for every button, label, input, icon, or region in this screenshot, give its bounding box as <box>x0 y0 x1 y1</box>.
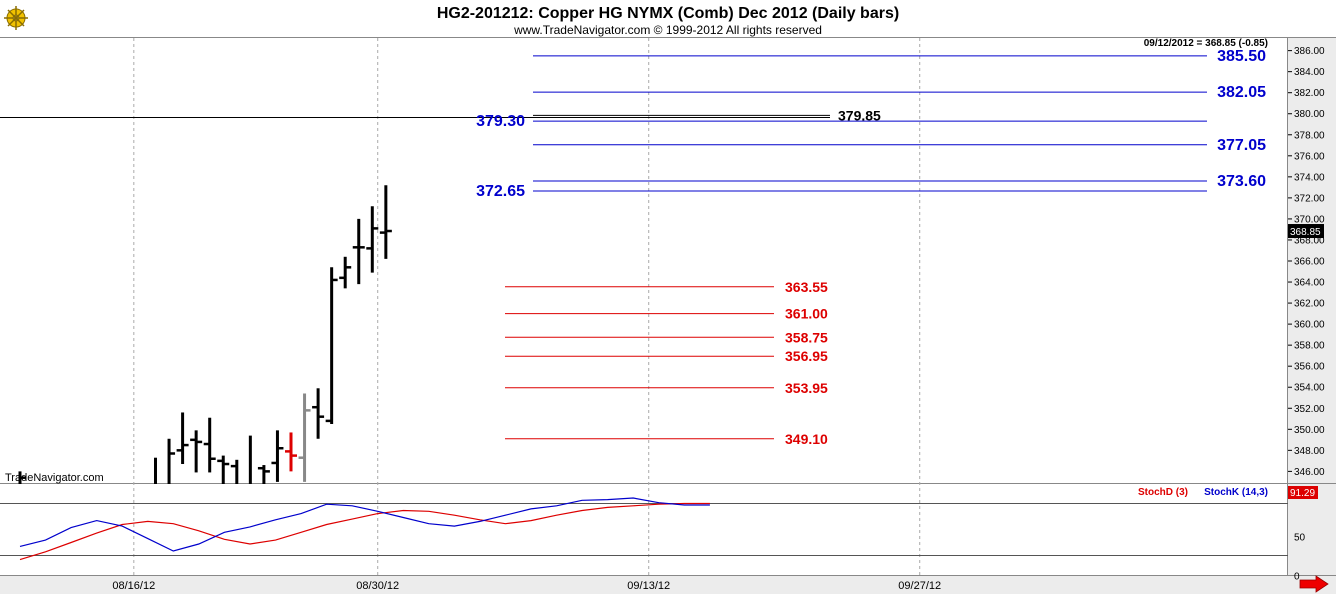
price-tick-label: 380.00 <box>1294 109 1325 120</box>
level-label: 379.30 <box>476 113 525 130</box>
stoch-last-box <box>1288 486 1318 499</box>
level-label: 382.05 <box>1217 84 1266 101</box>
stochastic-panel: 50 0 StochD (3) StochK (14,3) 91.29 <box>0 486 1318 583</box>
chart-title: HG2-201212: Copper HG NYMX (Comb) Dec 20… <box>437 5 899 22</box>
price-tick-label: 368.00 <box>1294 235 1325 246</box>
last-price-info: 09/12/2012 = 368.85 (-0.85) <box>1144 38 1268 49</box>
date-axis-panel <box>0 576 1336 594</box>
level-label: 373.60 <box>1217 173 1266 190</box>
stoch-legend-d: StochD (3) <box>1138 487 1188 498</box>
ohlc-bars <box>18 185 392 484</box>
price-tick-label: 376.00 <box>1294 151 1325 162</box>
level-label: 377.05 <box>1217 137 1266 154</box>
scroll-right-arrow-icon[interactable] <box>1299 575 1329 593</box>
price-tick-label: 374.00 <box>1294 172 1325 183</box>
price-tick-label: 384.00 <box>1294 67 1325 78</box>
price-tick-label: 348.00 <box>1294 446 1325 457</box>
level-label: 353.95 <box>785 380 828 396</box>
price-axis: 386.00 384.00 382.00 380.00 378.00 376.00 374.… <box>1288 46 1325 478</box>
price-tick-label: 356.00 <box>1294 362 1325 373</box>
stoch-series-line <box>19 497 710 552</box>
stoch-axis-panel <box>1288 484 1336 576</box>
level-label: 361.00 <box>785 306 828 322</box>
date-tick-label: 08/16/12 <box>112 580 155 592</box>
price-tick-label: 354.00 <box>1294 383 1325 394</box>
price-tick-label: 370.00 <box>1294 214 1325 225</box>
last-price-label: 368.85 <box>1290 227 1321 238</box>
price-tick-label: 350.00 <box>1294 425 1325 436</box>
stoch-series-line <box>19 502 710 561</box>
price-tick-label: 366.00 <box>1294 257 1325 268</box>
level-label: 372.65 <box>476 183 525 200</box>
price-tick-label: 382.00 <box>1294 88 1325 99</box>
level-label: 379.85 <box>838 107 881 123</box>
price-tick-label: 346.00 <box>1294 467 1325 478</box>
last-price-box <box>1288 224 1324 239</box>
level-label: 385.50 <box>1217 48 1266 65</box>
date-axis: 08/16/12 08/30/12 09/13/12 09/27/12 <box>112 580 941 592</box>
price-tick-label: 378.00 <box>1294 130 1325 141</box>
stoch-tick-label: 50 <box>1294 533 1306 544</box>
stoch-tick-label: 0 <box>1294 572 1300 583</box>
stoch-last-label: 91.29 <box>1290 488 1315 499</box>
price-levels: 385.50 382.05 379.85 379.30 377.05 373.60 372.… <box>0 48 1266 447</box>
price-tick-label: 372.00 <box>1294 193 1325 204</box>
watermark-text: TradeNavigator.com <box>5 472 104 484</box>
price-tick-label: 386.00 <box>1294 46 1325 57</box>
date-tick-label: 09/27/12 <box>898 580 941 592</box>
level-label: 358.75 <box>785 329 828 345</box>
stoch-legend-k: StochK (14,3) <box>1204 487 1268 498</box>
price-tick-label: 352.00 <box>1294 404 1325 415</box>
date-tick-label: 08/30/12 <box>356 580 399 592</box>
copyright-text: www.TradeNavigator.com © 1999-2012 All r… <box>513 23 822 37</box>
ship-wheel-icon <box>4 6 28 30</box>
price-axis-panel <box>1288 38 1336 484</box>
price-tick-label: 360.00 <box>1294 320 1325 331</box>
price-tick-label: 364.00 <box>1294 278 1325 289</box>
level-label: 363.55 <box>785 279 828 295</box>
level-label: 349.10 <box>785 431 828 447</box>
price-tick-label: 358.00 <box>1294 341 1325 352</box>
level-label: 356.95 <box>785 348 828 364</box>
date-tick-label: 09/13/12 <box>627 580 670 592</box>
price-tick-label: 362.00 <box>1294 299 1325 310</box>
